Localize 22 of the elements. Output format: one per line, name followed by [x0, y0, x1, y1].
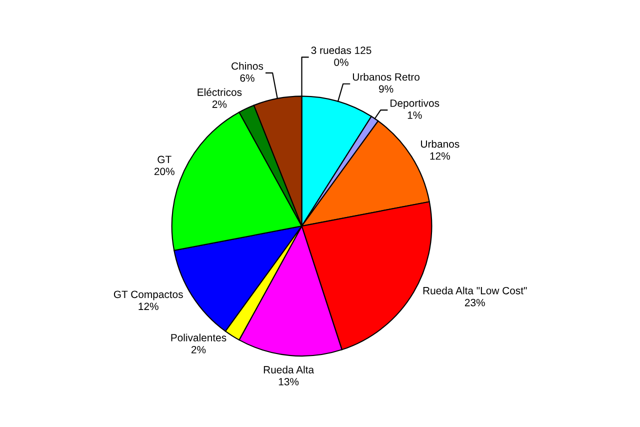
data-label: 12%: [430, 152, 450, 160]
slice-label: Polivalentes: [171, 334, 226, 342]
data-label: 2%: [212, 100, 227, 108]
data-label: 6%: [240, 74, 254, 82]
data-label: 12%: [138, 302, 158, 310]
data-label: 20%: [154, 168, 174, 176]
data-label: 2%: [191, 346, 206, 354]
data-label: 1%: [408, 112, 422, 119]
slice-label: Urbanos: [421, 140, 460, 148]
text: 0%: [334, 58, 348, 66]
data-label: 23%: [464, 298, 485, 306]
slice-label: GT Compactos: [114, 290, 183, 300]
slice-label: GT: [158, 156, 172, 164]
slice-label: Chinos: [232, 62, 264, 70]
category-label: 3 ruedas 125: [311, 46, 372, 54]
data-label: 9%: [379, 85, 394, 93]
slice-label: Urbanos Retro: [352, 73, 420, 81]
data-label: 13%: [278, 378, 299, 386]
slice-label: Rueda Alta: [264, 366, 314, 374]
slice-label: Deportivos: [390, 99, 440, 109]
slice-label: Rueda Alta "Low Cost": [423, 286, 527, 294]
slice-label: Eléctricos: [198, 88, 242, 96]
